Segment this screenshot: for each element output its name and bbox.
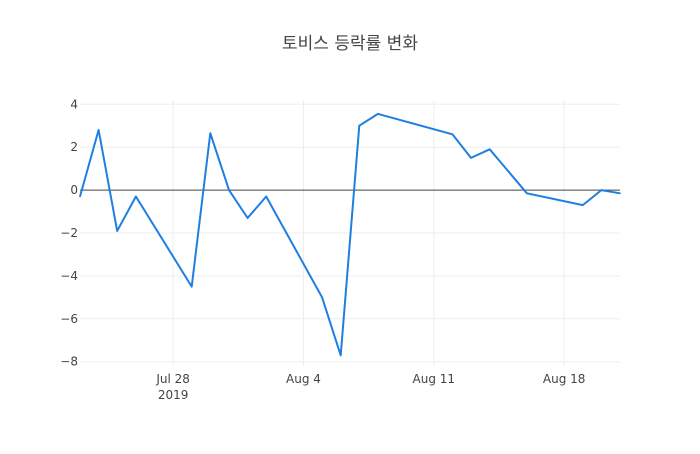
data-point [488, 148, 491, 151]
y-tick-label: −8 [60, 355, 78, 369]
data-point [135, 195, 137, 198]
y-tick-label: 0 [70, 183, 78, 197]
y-tick-label: −4 [60, 269, 78, 283]
x-tick-label: Aug 18 [543, 372, 586, 386]
x-tick-label: Aug 4 [286, 372, 321, 386]
data-point [79, 195, 81, 198]
series-layer [79, 112, 621, 357]
data-point [265, 195, 268, 198]
y-tick-label: −2 [60, 226, 78, 240]
y-tick-label: −6 [60, 312, 78, 326]
data-point [190, 285, 193, 288]
series-line [79, 112, 621, 357]
data-point [358, 124, 361, 127]
data-point [321, 296, 323, 299]
data-point [228, 189, 230, 191]
data-point [97, 129, 100, 131]
data-point [377, 113, 379, 115]
data-point [600, 189, 603, 191]
data-point [526, 192, 528, 195]
x-tick-sublabel: 2019 [158, 388, 189, 402]
data-point [470, 157, 472, 159]
data-point [246, 217, 249, 219]
data-point [116, 230, 118, 232]
data-point [582, 204, 584, 206]
chart-title: 토비스 등락률 변화 [282, 34, 418, 54]
y-tick-label: 2 [70, 140, 78, 154]
data-point [619, 192, 621, 195]
x-tick-label: Aug 11 [413, 372, 456, 386]
data-point [339, 354, 342, 357]
y-tick-label: 4 [70, 97, 78, 111]
data-point [451, 133, 454, 136]
axes: 4 2 0 −2 −4 −6 −8 Jul 28 2019 Aug 4 Aug 11 Aug 18 [60, 97, 620, 402]
x-tick-label: Jul 28 [155, 372, 190, 386]
data-point [209, 132, 212, 134]
